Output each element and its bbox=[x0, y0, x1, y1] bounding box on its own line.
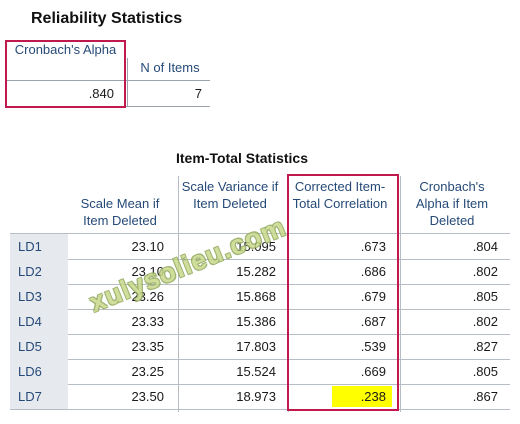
corrected-correlation-cell: .687 bbox=[360, 314, 386, 329]
scale-mean-cell: 23.50 bbox=[131, 389, 164, 404]
alpha-if-deleted-cell: .805 bbox=[472, 364, 498, 379]
corrected-correlation-header: Corrected Item-Total Correlation bbox=[292, 179, 388, 211]
scale-mean-header: Scale Mean if Item Deleted bbox=[80, 196, 160, 228]
scale-variance-cell: 15.868 bbox=[236, 289, 276, 304]
corrected-correlation-cell: .238 bbox=[360, 389, 386, 404]
col-divider-3 bbox=[400, 176, 401, 412]
scale-mean-cell: 23.10 bbox=[131, 239, 164, 254]
alpha-if-deleted-cell: .805 bbox=[472, 289, 498, 304]
cronbach-alpha-deleted-header: Cronbach's Alpha if Item Deleted bbox=[415, 179, 489, 228]
item-total-table: Scale Mean if Item Deleted Scale Varianc… bbox=[10, 172, 510, 412]
corrected-correlation-cell: .539 bbox=[360, 339, 386, 354]
scale-variance-header: Scale Variance if Item Deleted bbox=[181, 179, 279, 211]
alpha-if-deleted-cell: .802 bbox=[472, 264, 498, 279]
scale-variance-cell: 15.386 bbox=[236, 314, 276, 329]
scale-mean-cell: 23.35 bbox=[131, 339, 164, 354]
corrected-correlation-cell: .679 bbox=[360, 289, 386, 304]
scale-mean-cell: 23.25 bbox=[131, 364, 164, 379]
row-divider bbox=[10, 259, 510, 260]
scale-mean-cell: 23.10 bbox=[131, 264, 164, 279]
low-correlation-highlight bbox=[332, 386, 392, 407]
alpha-if-deleted-cell: .867 bbox=[472, 389, 498, 404]
scale-variance-cell: 15.524 bbox=[236, 364, 276, 379]
scale-variance-cell: 17.803 bbox=[236, 339, 276, 354]
row-divider bbox=[10, 284, 510, 285]
n-of-items-value: 7 bbox=[194, 86, 202, 101]
row-label: LD6 bbox=[10, 359, 68, 384]
row-label: LD3 bbox=[10, 284, 68, 309]
header-divider bbox=[10, 233, 510, 234]
row-divider bbox=[10, 359, 510, 360]
alpha-if-deleted-cell: .827 bbox=[472, 339, 498, 354]
alpha-if-deleted-cell: .804 bbox=[472, 239, 498, 254]
scale-variance-cell: 15.095 bbox=[236, 239, 276, 254]
row-divider bbox=[10, 384, 510, 385]
col-divider-1 bbox=[178, 176, 179, 412]
corrected-correlation-cell: .686 bbox=[360, 264, 386, 279]
row-label: LD2 bbox=[10, 259, 68, 284]
cronbach-alpha-header: Cronbach's Alpha bbox=[14, 42, 117, 57]
row-label: LD4 bbox=[10, 309, 68, 334]
cronbach-alpha-value: .840 bbox=[88, 86, 114, 101]
row-divider bbox=[10, 409, 510, 410]
row-divider bbox=[10, 334, 510, 335]
corrected-correlation-cell: .669 bbox=[360, 364, 386, 379]
scale-mean-cell: 23.33 bbox=[131, 314, 164, 329]
reliability-title: Reliability Statistics bbox=[31, 10, 183, 27]
row-divider bbox=[10, 309, 510, 310]
alpha-highlight-box bbox=[5, 40, 126, 108]
scale-variance-cell: 15.282 bbox=[236, 264, 276, 279]
rel-header-divider bbox=[6, 80, 210, 81]
n-of-items-header: N of Items bbox=[140, 60, 200, 75]
scale-mean-cell: 23.26 bbox=[131, 289, 164, 304]
row-label: LD5 bbox=[10, 334, 68, 359]
correlation-highlight-box bbox=[287, 174, 399, 411]
item-total-title: Item-Total Statistics bbox=[176, 150, 308, 166]
row-label: LD1 bbox=[10, 234, 68, 259]
corrected-correlation-cell: .673 bbox=[360, 239, 386, 254]
scale-variance-cell: 18.973 bbox=[236, 389, 276, 404]
rel-col-divider bbox=[127, 58, 128, 106]
alpha-if-deleted-cell: .802 bbox=[472, 314, 498, 329]
row-label: LD7 bbox=[10, 384, 68, 409]
